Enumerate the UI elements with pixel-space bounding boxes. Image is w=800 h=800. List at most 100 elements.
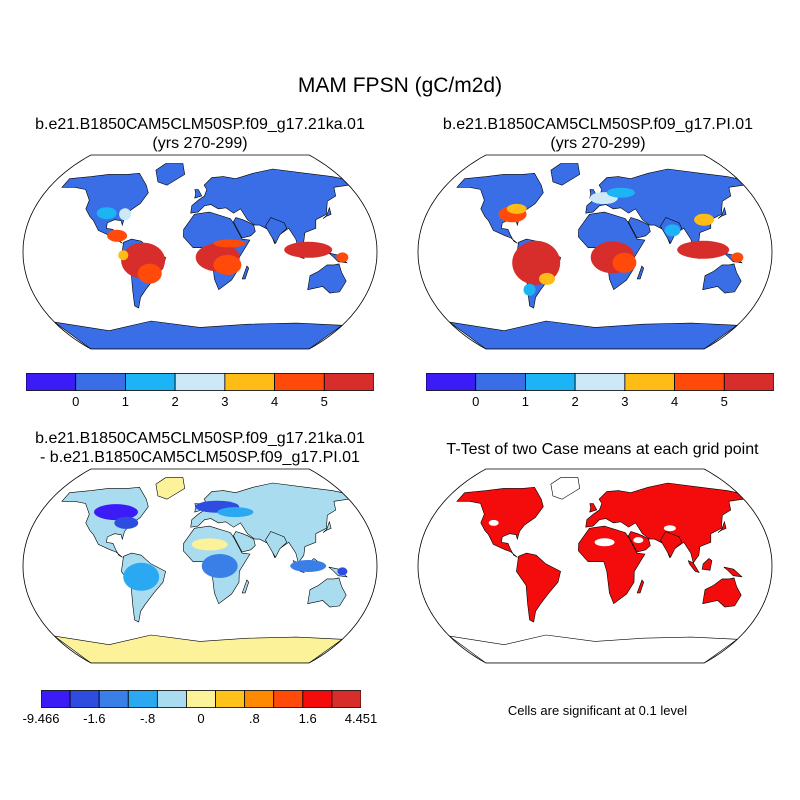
panel-title-ttest: T-Test of two Case means at each grid po… — [405, 440, 800, 459]
colorbar-box — [274, 373, 325, 391]
colorbar-box — [186, 690, 216, 708]
landmass-arabia — [233, 531, 256, 553]
colorbar-diff-ticks: -9.466 -1.6 -.8 0 .8 1.6 4.451 — [23, 711, 378, 727]
colorbar-tick-label: 0 — [472, 394, 480, 409]
colorbar-box — [323, 373, 374, 391]
landmass-madagascar — [636, 265, 645, 280]
colorbar-box — [723, 373, 774, 391]
colorbar-tick-label: .8 — [248, 711, 260, 726]
colorbar-tick-label: 4.451 — [344, 711, 378, 726]
landmass-india — [265, 531, 288, 559]
landmass-australia — [307, 577, 347, 608]
colorbar-case1 — [26, 373, 374, 391]
landmass-antarctica — [449, 320, 739, 349]
field-patch — [201, 554, 238, 578]
landmass-arabia — [628, 217, 651, 239]
landmass-borneo — [701, 558, 713, 571]
colorbar-tick-label: 4 — [270, 394, 279, 409]
field-patch — [336, 252, 349, 263]
colorbar-case1-ticks: 0 1 2 3 4 5 — [26, 394, 374, 410]
map-case2 — [417, 154, 773, 350]
colorbar-box — [174, 373, 226, 391]
field-patch — [731, 252, 744, 263]
panel-title-diff: b.e21.B1850CAM5CLM50SP.f09_g17.21ka.01 -… — [0, 429, 400, 467]
colorbar-box — [26, 373, 77, 391]
colorbar-tick-label: -.8 — [140, 711, 156, 726]
colorbar-tick-label: 0 — [72, 394, 80, 409]
colorbar-box — [98, 690, 129, 708]
colorbar-box — [331, 690, 361, 708]
map-frame — [22, 468, 378, 664]
landmass-japan — [322, 206, 332, 219]
field-patch — [664, 224, 681, 237]
landmass-africa — [578, 525, 646, 605]
field-patch — [290, 560, 327, 572]
landmass-madagascar — [241, 265, 250, 280]
colorbar-tick-label: 5 — [320, 394, 328, 409]
colorbar-box — [525, 373, 576, 391]
colorbar-box — [69, 690, 100, 708]
colorbar-diff — [41, 690, 361, 708]
landmass-antarctica — [54, 634, 344, 663]
field-patch — [217, 507, 254, 518]
field-patch — [118, 250, 129, 261]
page-title: MAM FPSN (gC/m2d) — [297, 74, 503, 97]
landmass-sumatra — [687, 560, 700, 573]
field-patch — [107, 229, 128, 242]
colorbar-tick-label: 2 — [171, 394, 179, 409]
field-patch — [119, 208, 132, 221]
field-patch — [114, 516, 139, 529]
colorbar-tick-label: 2 — [571, 394, 579, 409]
colorbar-tick-label: 3 — [621, 394, 629, 409]
field-patch — [213, 239, 246, 248]
colorbar-box — [244, 690, 275, 708]
landmass-australia — [702, 263, 742, 294]
colorbar-tick-label: 1 — [521, 394, 530, 409]
landmass-madagascar — [636, 579, 645, 594]
colorbar-tick-label: -1.6 — [83, 711, 106, 726]
landmass-namerica — [456, 172, 544, 244]
colorbar-box — [574, 373, 626, 391]
map-ttest — [417, 468, 773, 664]
landmass-australia — [702, 577, 742, 608]
landmass-japan — [322, 520, 332, 533]
colorbar-case2-ticks: 0 1 2 3 4 5 — [426, 394, 774, 410]
landmass-newguinea — [723, 566, 743, 578]
colorbar-tick-label: 0 — [197, 711, 205, 726]
landmass-australia — [307, 263, 347, 294]
colorbar-box — [125, 373, 176, 391]
panel-title-case2-line2: (yrs 270-299) — [550, 135, 646, 152]
colorbar-box — [273, 690, 304, 708]
landmass-india — [265, 217, 288, 245]
field-patch — [612, 252, 637, 273]
landmass-uk — [589, 503, 598, 513]
landmass-japan — [717, 206, 727, 219]
field-patch — [633, 537, 644, 544]
landmass-eurasia — [585, 482, 745, 564]
map-frame — [22, 154, 378, 350]
field-patch — [539, 272, 555, 285]
field-patch — [594, 538, 615, 547]
map-diff — [22, 468, 378, 664]
panel-title-diff-line1: b.e21.B1850CAM5CLM50SP.f09_g17.21ka.01 — [35, 430, 365, 447]
colorbar-tick-label: 4 — [670, 394, 679, 409]
colorbar-box — [674, 373, 725, 391]
landmass-namerica — [456, 486, 544, 558]
colorbar-tick-label: 1 — [121, 394, 130, 409]
colorbar-box — [127, 690, 158, 708]
field-patch — [663, 525, 676, 532]
field-patch — [488, 519, 499, 526]
panel-title-case1-line1: b.e21.B1850CAM5CLM50SP.f09_g17.21ka.01 — [35, 116, 365, 133]
colorbar-box — [302, 690, 333, 708]
field-patch — [694, 213, 715, 226]
landmass-antarctica — [449, 634, 739, 663]
panel-title-case1-line2: (yrs 270-299) — [152, 135, 248, 152]
landmass-greenland — [155, 477, 186, 500]
landmass-japan — [717, 520, 727, 533]
landmass-namerica — [61, 486, 149, 558]
colorbar-tick-label: 5 — [720, 394, 728, 409]
landmass-greenland — [550, 163, 581, 186]
map-frame — [417, 468, 773, 664]
field-patch — [677, 240, 730, 259]
field-patch — [94, 504, 138, 521]
